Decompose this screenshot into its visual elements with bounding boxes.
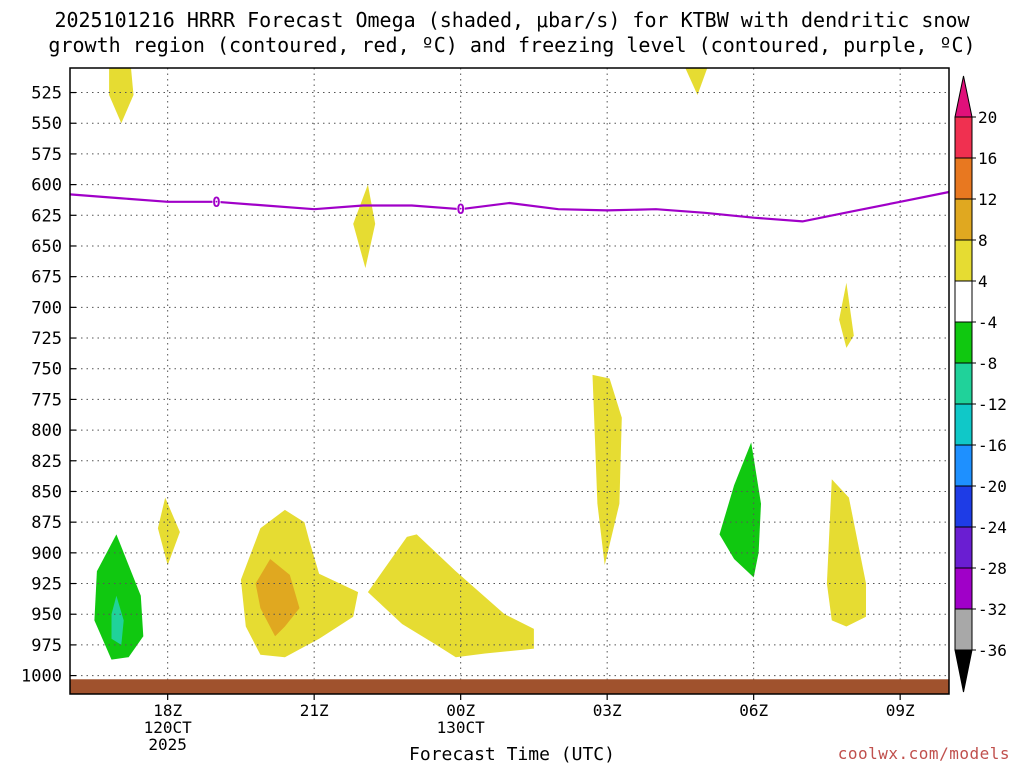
colorbar-label-2: 12	[978, 190, 997, 209]
colorbar-swatch-1	[954, 157, 973, 200]
x-tick-label-18Z: 18Z	[153, 701, 182, 720]
colorbar-label-3: 8	[978, 231, 988, 250]
x-tick-label-2025: 2025	[148, 735, 187, 754]
y-tick-label-600: 600	[31, 176, 62, 196]
y-tick-label-825: 825	[31, 452, 62, 472]
y-tick-label-775: 775	[31, 390, 62, 410]
x-tick-label-09Z: 09Z	[886, 701, 915, 720]
colorbar-label-10: -24	[978, 518, 1007, 537]
x-tick-label-130CT: 130CT	[437, 718, 486, 737]
credit-text: coolwx.com/models	[837, 744, 1010, 763]
colorbar-label-9: -20	[978, 477, 1007, 496]
colorbar-swatch-9	[954, 485, 973, 528]
omega-region-0	[109, 68, 134, 124]
colorbar-label-12: -32	[978, 600, 1007, 619]
y-tick-label-575: 575	[31, 145, 62, 165]
omega-region-12	[719, 442, 761, 578]
y-tick-label-750: 750	[31, 360, 62, 380]
y-tick-label-725: 725	[31, 329, 62, 349]
colorbar-swatch-5	[954, 321, 973, 364]
ground-surface	[70, 679, 949, 694]
y-tick-label-525: 525	[31, 84, 62, 104]
colorbar-swatch-7	[954, 403, 973, 446]
freezing-label-bg-1	[456, 202, 465, 217]
colorbar-swatch-6	[954, 362, 973, 405]
omega-region-7	[367, 534, 534, 658]
freezing-label-1: 0	[456, 202, 464, 218]
grid-lines	[70, 68, 949, 694]
freezing-label-bg-0	[212, 194, 221, 209]
colorbar-label-11: -28	[978, 559, 1007, 578]
chart-title-line1: 2025101216 HRRR Forecast Omega (shaded, …	[54, 8, 970, 32]
y-axis: 525 550 575 600 625 650 675 700 725 750 775 800 825 8…	[21, 84, 76, 687]
colorbar-label-13: -36	[978, 641, 1007, 660]
x-tick-label-00Z: 00Z	[446, 701, 475, 720]
x-tick-label-120CT: 120CT	[144, 718, 193, 737]
colorbar-label-5: -4	[978, 313, 997, 332]
ground-strip	[70, 679, 949, 694]
colorbar-top-arrow	[954, 75, 973, 118]
colorbar-swatch-8	[954, 444, 973, 487]
y-tick-label-675: 675	[31, 268, 62, 288]
y-tick-label-1000: 1000	[21, 667, 62, 687]
y-tick-label-800: 800	[31, 421, 62, 441]
colorbar-label-1: 16	[978, 149, 997, 168]
x-tick-label-03Z: 03Z	[593, 701, 622, 720]
colorbar-swatch-12	[954, 608, 973, 651]
shaded-regions	[94, 68, 866, 660]
y-tick-label-875: 875	[31, 513, 62, 533]
omega-region-9	[255, 559, 300, 637]
colorbar-label-4: 4	[978, 272, 988, 291]
freezing-label-0: 0	[212, 195, 220, 211]
x-axis-label: Forecast Time (UTC)	[409, 744, 615, 765]
y-tick-label-925: 925	[31, 575, 62, 595]
omega-region-10	[94, 534, 144, 660]
colorbar-label-8: -16	[978, 436, 1007, 455]
colorbar-swatch-3	[954, 239, 973, 282]
colorbar-swatch-11	[954, 567, 973, 610]
y-tick-label-900: 900	[31, 544, 62, 564]
colorbar-label-6: -8	[978, 354, 997, 373]
omega-region-1	[685, 68, 708, 95]
x-tick-label-21Z: 21Z	[300, 701, 329, 720]
y-tick-label-550: 550	[31, 114, 62, 134]
colorbar: 20 16 12 8 4 -4 -8 -12 -16 -20 -24 -28 -32 -36	[954, 75, 1007, 693]
omega-region-11	[111, 595, 124, 645]
colorbar-bottom-arrow	[954, 649, 973, 693]
y-tick-label-975: 975	[31, 636, 62, 656]
colorbar-swatch-10	[954, 526, 973, 569]
plot-frame	[69, 67, 950, 695]
omega-region-2	[353, 184, 376, 269]
omega-region-3	[839, 282, 854, 348]
omega-region-5	[157, 497, 180, 566]
colorbar-label-0: 20	[978, 108, 997, 127]
y-tick-label-700: 700	[31, 298, 62, 318]
y-tick-label-950: 950	[31, 605, 62, 625]
colorbar-swatch-2	[954, 198, 973, 241]
freezing-level-line	[69, 190, 950, 223]
x-tick-label-06Z: 06Z	[739, 701, 768, 720]
colorbar-swatch-4	[954, 280, 973, 323]
y-tick-label-850: 850	[31, 482, 62, 502]
y-tick-label-625: 625	[31, 206, 62, 226]
colorbar-label-7: -12	[978, 395, 1007, 414]
chart-title-line2: growth region (contoured, red, ºC) and f…	[48, 33, 976, 57]
y-tick-label-650: 650	[31, 237, 62, 257]
colorbar-swatch-0	[954, 116, 973, 159]
